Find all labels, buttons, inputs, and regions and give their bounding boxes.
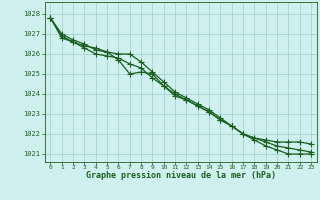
X-axis label: Graphe pression niveau de la mer (hPa): Graphe pression niveau de la mer (hPa) — [86, 171, 276, 180]
